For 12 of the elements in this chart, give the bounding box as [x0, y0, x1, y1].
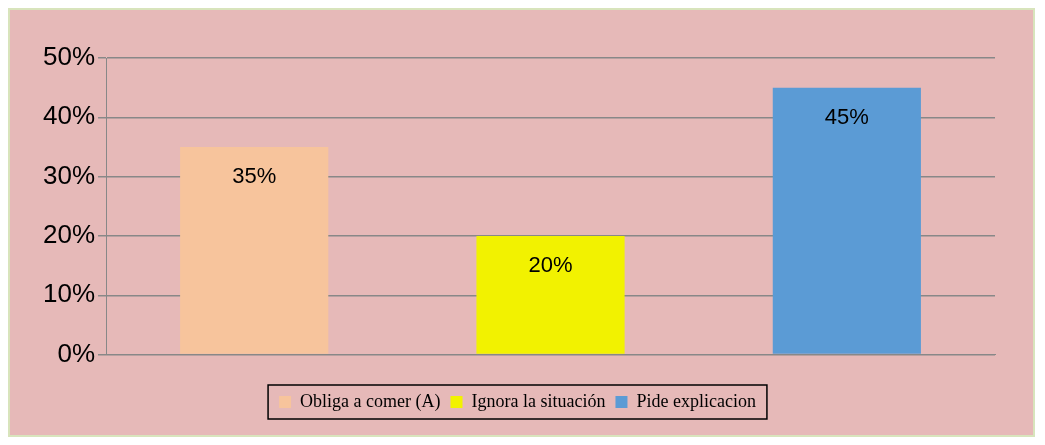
- y-tick-label: 10%: [42, 278, 96, 309]
- legend-label: Obliga a comer (A): [300, 390, 441, 412]
- legend-label: Pide explicacion: [636, 390, 756, 411]
- text: 35%: [232, 163, 277, 189]
- text: 20%: [528, 252, 573, 278]
- text: 45%: [824, 103, 869, 129]
- legend-label: Ignora la situación: [471, 390, 606, 411]
- y-tick-label: 0%: [57, 337, 96, 368]
- y-tick-label: 20%: [42, 219, 96, 250]
- y-tick-label: 50%: [42, 41, 96, 72]
- y-tick-label: 30%: [42, 159, 96, 190]
- y-tick-label: 40%: [42, 100, 96, 131]
